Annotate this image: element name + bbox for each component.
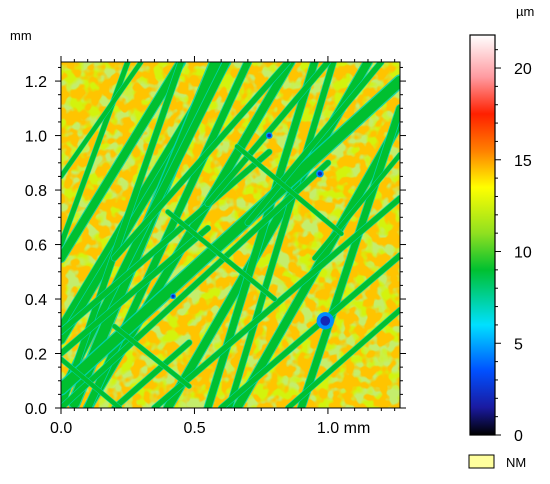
legend-label: NM <box>506 455 526 470</box>
height-map-texture <box>61 62 400 408</box>
x-tick-label: 0.5 <box>183 420 205 437</box>
groove <box>61 62 185 408</box>
pit <box>267 133 272 138</box>
pit <box>320 316 331 326</box>
pit <box>171 294 175 298</box>
colorbar-tick-label: 0 <box>514 428 523 445</box>
y-tick-label: 1.0 <box>25 129 47 146</box>
groove <box>218 252 400 408</box>
groove <box>165 209 277 302</box>
groove <box>245 62 384 226</box>
y-tick-label: 0.0 <box>25 401 47 418</box>
groove <box>297 104 400 408</box>
groove <box>61 75 400 395</box>
groove <box>61 149 272 335</box>
groove <box>151 195 400 408</box>
groove <box>61 62 144 179</box>
legend-swatch <box>468 454 495 469</box>
x-tick-label: 0.0 <box>50 420 72 437</box>
y-tick-label: 0.8 <box>25 183 47 200</box>
groove <box>61 356 122 408</box>
y-tick-label: 0.4 <box>25 292 47 309</box>
colorbar-tick-label: 20 <box>514 61 532 78</box>
groove <box>61 225 211 357</box>
groove <box>111 339 192 408</box>
pit <box>317 171 323 176</box>
colorbar-gradient <box>469 34 496 436</box>
groove <box>235 144 344 236</box>
y-tick-label: 1.2 <box>25 74 47 91</box>
colorbar-tick-label: 10 <box>514 245 532 262</box>
groove <box>112 324 192 389</box>
groove <box>312 152 400 261</box>
colorbar-unit-label: µm <box>516 4 534 19</box>
y-tick-label: 0.2 <box>25 347 47 364</box>
plot-frame <box>60 61 401 409</box>
y-tick-label: 0.6 <box>25 238 47 255</box>
colorbar-tick-label: 15 <box>514 153 532 170</box>
groove <box>226 62 337 408</box>
groove <box>111 62 291 261</box>
groove <box>61 62 186 263</box>
colorbar-tick-label: 5 <box>514 336 523 353</box>
height-map-plot <box>60 61 401 409</box>
groove <box>61 160 331 408</box>
y-axis-unit-label: mm <box>10 28 32 43</box>
groove <box>84 62 252 408</box>
axis-ticks <box>55 56 406 414</box>
groove <box>285 307 400 408</box>
x-tick-label: 1.0 mm <box>317 420 370 437</box>
colorbar: 0 5 10 15 20 <box>469 34 532 445</box>
